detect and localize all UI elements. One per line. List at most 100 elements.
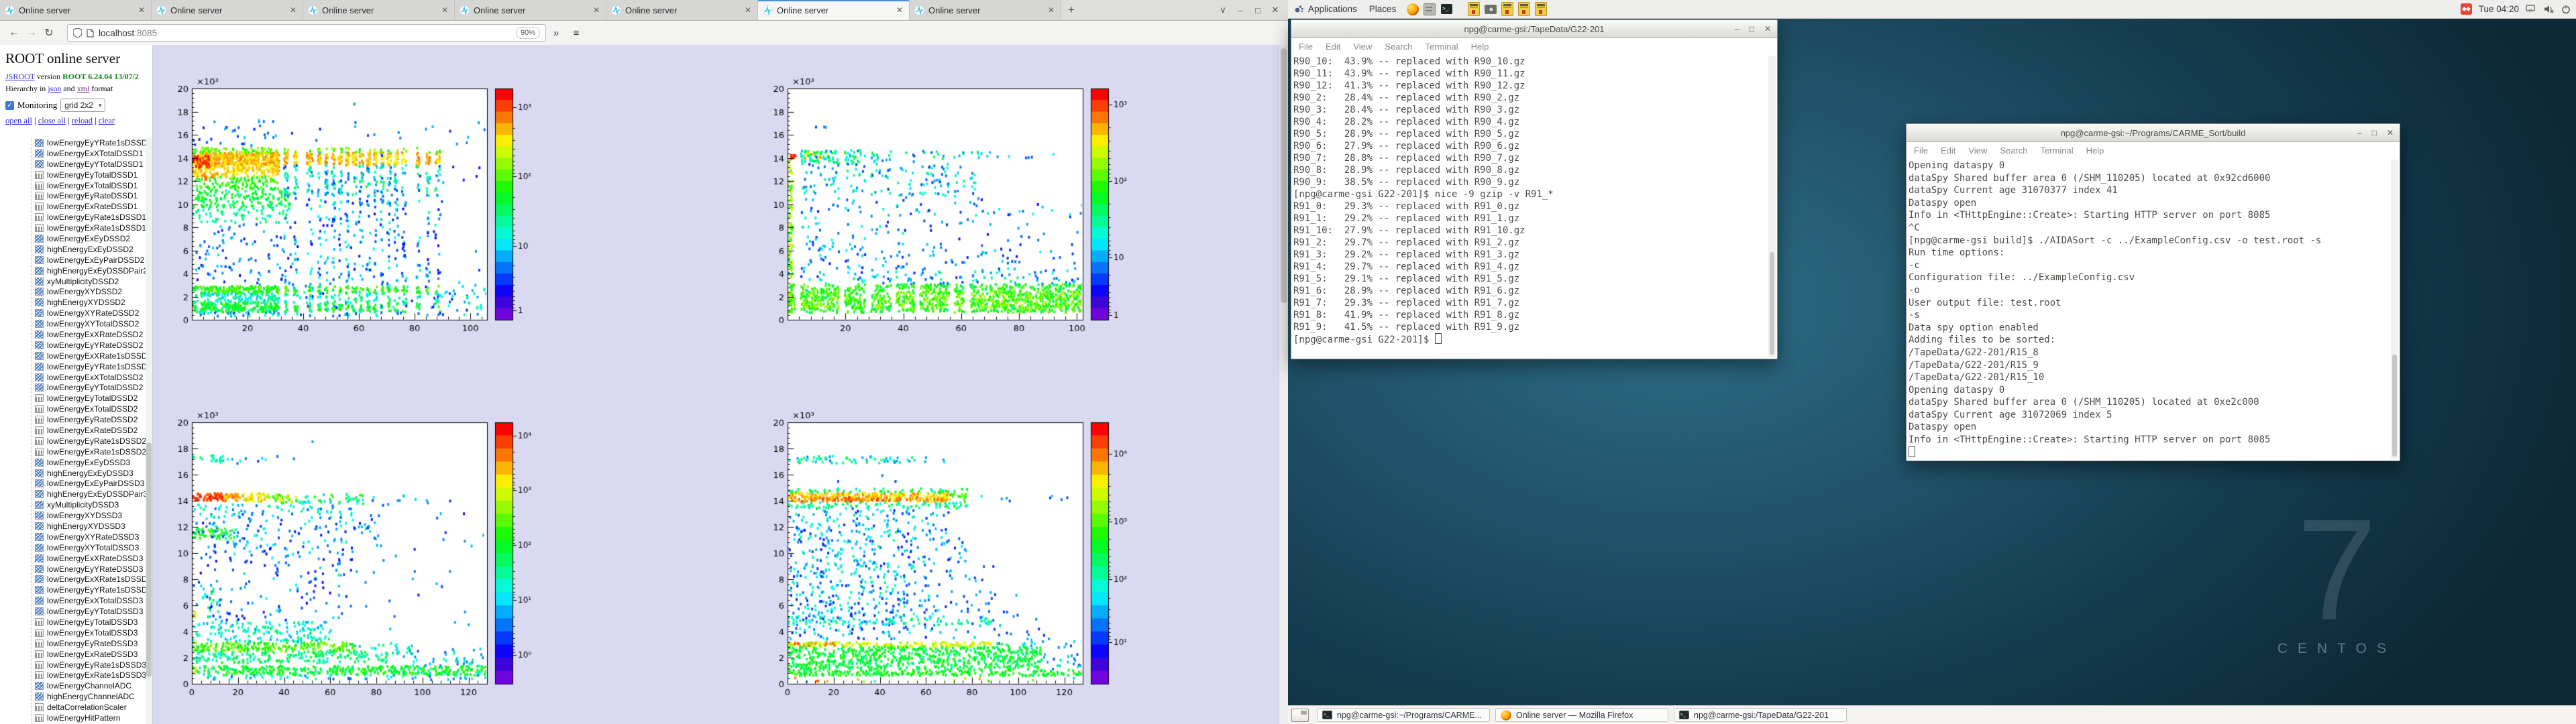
tree-item[interactable]: lowEnergyEyYRateDSSD3 [0,564,146,575]
tree-action-reload[interactable]: reload [71,116,93,125]
sidebar-scrollbar[interactable] [146,137,152,724]
menu-item-file[interactable]: File [1299,42,1313,52]
browser-tab[interactable]: Online server ✕ [910,0,1061,20]
tree-item[interactable]: highEnergyXYDSSD2 [0,297,146,308]
page-scrollbar-thumb[interactable] [1281,48,1287,303]
close-icon[interactable]: ✕ [1764,24,1771,34]
tree-item[interactable]: lowEnergyExTotalDSSD2 [0,404,146,414]
tree-action-clear[interactable]: clear [98,116,115,125]
tree-item[interactable]: lowEnergyExXTotalDSSD1 [0,148,146,159]
tree-item[interactable]: xyMultiplicityDSSD3 [0,499,146,510]
terminal-titlebar[interactable]: npg@carme-gsi:/TapeData/G22-201 – □ ✕ [1291,20,1777,38]
tree-item[interactable]: lowEnergyEyTotalDSSD2 [0,393,146,404]
tree-item[interactable]: lowEnergyEyYRate1sDSSD1 [0,137,146,148]
browser-tab[interactable]: Online server ✕ [152,0,303,20]
tree-item[interactable]: lowEnergyEyRate1sDSSD2 [0,436,146,446]
menu-item-terminal[interactable]: Terminal [2040,145,2074,156]
toolbar-overflow-icon[interactable]: » [553,27,559,39]
tree-item[interactable]: lowEnergyHitPattern [0,713,146,723]
tree-item[interactable]: lowEnergyExRateDSSD2 [0,425,146,436]
tab-overflow-icon[interactable]: ∨ [1220,5,1226,15]
minimize-icon[interactable]: – [2357,128,2362,137]
tree-item[interactable]: lowEnergyXYTotalDSSD2 [0,318,146,329]
tree-item[interactable]: highEnergyChannelADC [0,691,146,702]
json-link[interactable]: json [48,84,62,93]
histogram-pad-bottom-right[interactable] [751,391,1288,724]
network-question-icon[interactable]: ? [2526,4,2537,14]
tree-action-close-all[interactable]: close all [38,116,66,125]
new-tab-button[interactable]: + [1061,0,1081,20]
tree-action-open-all[interactable]: open all [5,116,32,125]
terminal-scrollbar[interactable] [1768,56,1776,357]
tree-item[interactable]: lowEnergyExRate1sDSSD1 [0,223,146,233]
close-icon[interactable]: ✕ [2386,128,2394,137]
layout-select[interactable]: grid 2x2 ▾ [60,99,106,112]
tree-item[interactable]: highEnergyExEyDSSD2 [0,244,146,255]
menu-item-view[interactable]: View [1353,42,1373,52]
tree-item[interactable]: lowEnergyEyYRateDSSD2 [0,340,146,351]
taskbar-button[interactable]: Online server — Mozilla Firefox [1495,708,1668,722]
menu-item-edit[interactable]: Edit [1940,145,1956,156]
monitoring-checkbox[interactable]: ✓ [5,101,14,110]
forward-icon[interactable]: → [26,27,37,38]
tree-item[interactable]: lowEnergyExXTotalDSSD3 [0,595,146,606]
tree-item[interactable]: highEnergyExEyDSSDPair3 [0,489,146,499]
terminal-scrollbar-thumb[interactable] [2392,355,2397,457]
tree-item[interactable]: lowEnergyExRate1sDSSD3 [0,670,146,681]
url-bar[interactable]: localhost:8085 90% [67,24,546,42]
tree-item[interactable]: lowEnergyExXRateDSSD3 [0,553,146,564]
alert-icon[interactable] [2460,3,2472,15]
tree-item[interactable]: lowEnergyEyRate1sDSSD3 [0,660,146,670]
tree-item[interactable]: lowEnergyExXTotalDSSD2 [0,372,146,383]
menu-item-edit[interactable]: Edit [1325,42,1341,52]
tab-close-icon[interactable]: ✕ [289,5,297,15]
browser-tab[interactable]: Online server ✕ [0,0,152,20]
tree-item[interactable]: lowEnergyExTotalDSSD1 [0,180,146,191]
tree-item[interactable]: lowEnergyXYRateDSSD3 [0,532,146,542]
terminal-scrollbar[interactable] [2391,160,2398,459]
power-icon[interactable] [2561,5,2571,14]
tree-item[interactable]: lowEnergyEyYTotalDSSD1 [0,159,146,170]
tree-item[interactable]: lowEnergyExRateDSSD3 [0,649,146,660]
tree-item[interactable]: lowEnergyExEyDSSD2 [0,233,146,244]
histogram-pad-bottom-left[interactable] [156,391,692,724]
browser-tab[interactable]: Online server ✕ [455,0,606,20]
firefox-launcher-icon[interactable] [1406,3,1419,16]
minimize-icon[interactable]: – [1238,5,1243,15]
tab-close-icon[interactable]: ✕ [138,5,145,15]
tab-close-icon[interactable]: ✕ [896,5,903,15]
menu-item-search[interactable]: Search [2000,145,2028,156]
tree-item[interactable]: lowEnergyExXRate1sDSSD2 [0,351,146,361]
tree-item[interactable]: highEnergyXYDSSD3 [0,521,146,532]
places-menu[interactable]: Places [1363,0,1403,18]
tree-item[interactable]: highEnergyExEyDSSDPair2 [0,265,146,276]
jsroot-link[interactable]: JSROOT [5,72,35,81]
terminal-output[interactable]: Opening dataspy 0 dataSpy Shared buffer a… [1909,160,2390,459]
tab-close-icon[interactable]: ✕ [744,5,751,15]
tree-item[interactable]: lowEnergyEyTotalDSSD3 [0,617,146,627]
xml-link[interactable]: xml [76,84,90,93]
browser-tab[interactable]: Online server ✕ [758,0,910,20]
browser-tab[interactable]: Online server ✕ [303,0,455,20]
tree-item[interactable]: lowEnergyEyRateDSSD3 [0,638,146,649]
midas-launcher-icon[interactable] [1517,2,1531,16]
tree-item[interactable]: lowEnergyChannelADC [0,680,146,691]
sidebar-scrollbar-thumb[interactable] [146,442,152,677]
tree-item[interactable]: xyMultiplicityDSSD2 [0,276,146,287]
tree-item[interactable]: lowEnergyEyYTotalDSSD2 [0,382,146,393]
volume-muted-icon[interactable] [2544,5,2555,13]
terminal-launcher-icon[interactable]: >_ [1440,3,1453,16]
tree-item[interactable]: lowEnergyEyYTotalDSSD3 [0,606,146,617]
page-icon[interactable] [87,28,94,38]
histogram-pad-top-left[interactable] [156,57,692,392]
tree-item[interactable]: lowEnergyExRateDSSD1 [0,201,146,212]
tree-item[interactable]: lowEnergyEyRate1sDSSD1 [0,212,146,223]
tree-item[interactable]: lowEnergyExXRateDSSD2 [0,329,146,340]
histogram-pad-top-right[interactable] [751,57,1288,392]
tree-item[interactable]: lowEnergyExRate1sDSSD2 [0,446,146,457]
terminal-scrollbar-thumb[interactable] [1770,252,1774,355]
shield-icon[interactable] [73,28,82,38]
close-icon[interactable]: ✕ [1271,5,1279,15]
workspace-switcher-icon[interactable] [1291,708,1309,722]
menu-item-view[interactable]: View [1968,145,1988,156]
